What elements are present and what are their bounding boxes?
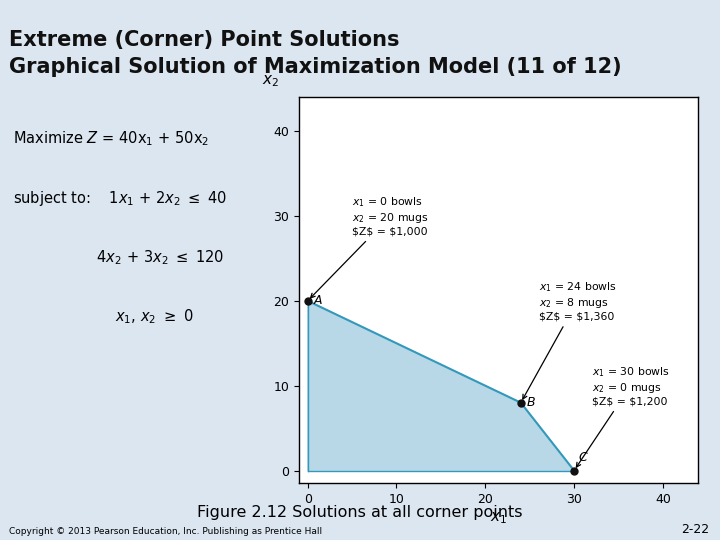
Text: Graphical Solution of Maximization Model (11 of 12): Graphical Solution of Maximization Model… xyxy=(9,57,621,77)
Text: $x_1$ = 30 bowls
$x_2$ = 0 mugs
$Z$ = $1,200: $x_1$ = 30 bowls $x_2$ = 0 mugs $Z$ = $1… xyxy=(577,365,670,467)
Text: $x_1$ = 24 bowls
$x_2$ = 8 mugs
$Z$ = $1,360: $x_1$ = 24 bowls $x_2$ = 8 mugs $Z$ = $1… xyxy=(523,280,616,399)
Text: Maximize $Z$ = $40$x$_1$ + $50$x$_2$: Maximize $Z$ = $40$x$_1$ + $50$x$_2$ xyxy=(13,130,210,148)
Text: $x_1$, $x_2$ $\geq$ 0: $x_1$, $x_2$ $\geq$ 0 xyxy=(13,308,194,327)
Text: $x_1$ = 0 bowls
$x_2$ = 20 mugs
$Z$ = $1,000: $x_1$ = 0 bowls $x_2$ = 20 mugs $Z$ = $1… xyxy=(310,195,429,298)
Text: 2-22: 2-22 xyxy=(681,523,709,536)
Text: C: C xyxy=(579,451,588,464)
Text: Extreme (Corner) Point Solutions: Extreme (Corner) Point Solutions xyxy=(9,30,399,50)
Text: A: A xyxy=(314,294,323,307)
Y-axis label: $x_2$: $x_2$ xyxy=(262,74,279,90)
Text: Figure 2.12 Solutions at all corner points: Figure 2.12 Solutions at all corner poin… xyxy=(197,505,523,520)
X-axis label: $x_1$: $x_1$ xyxy=(490,510,507,526)
Text: 4$x_2$ + 3$x_2$ $\leq$ 120: 4$x_2$ + 3$x_2$ $\leq$ 120 xyxy=(13,248,224,267)
Text: subject to:    1$x_1$ + 2$x_2$ $\leq$ 40: subject to: 1$x_1$ + 2$x_2$ $\leq$ 40 xyxy=(13,189,227,208)
Text: Copyright © 2013 Pearson Education, Inc. Publishing as Prentice Hall: Copyright © 2013 Pearson Education, Inc.… xyxy=(9,526,322,536)
Text: B: B xyxy=(527,396,536,409)
Polygon shape xyxy=(307,301,574,470)
